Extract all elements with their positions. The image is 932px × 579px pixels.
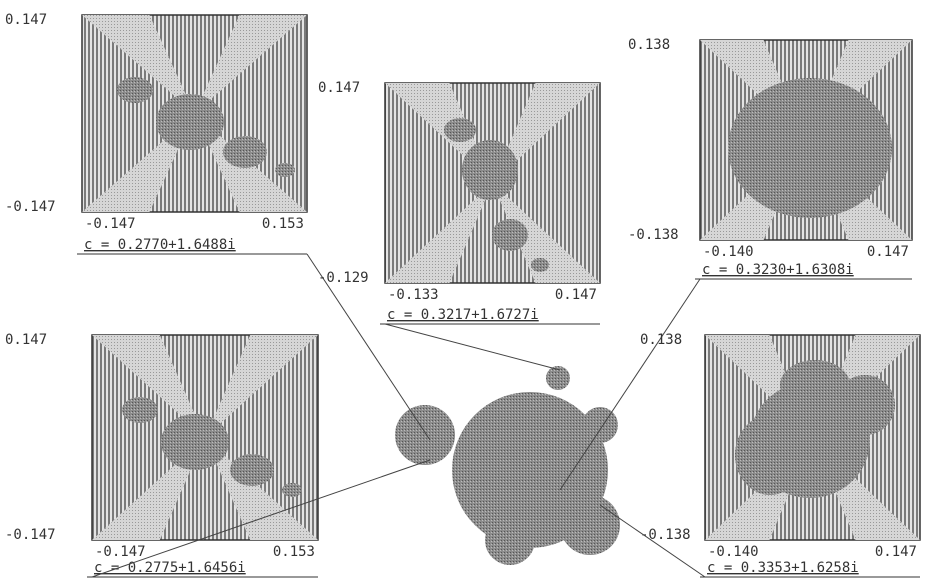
julia-blob (531, 258, 549, 272)
caption: c = 0.2770+1.6488i (84, 237, 236, 253)
julia-blob (275, 163, 295, 177)
caption: c = 0.3217+1.6727i (387, 307, 539, 323)
x-right-label: 0.147 (875, 544, 917, 560)
x-left-label: -0.147 (95, 544, 146, 560)
x-right-label: 0.147 (867, 244, 909, 260)
y-bottom-label: -0.138 (640, 527, 691, 543)
julia-blob (728, 78, 892, 218)
y-bottom-label: -0.129 (318, 270, 369, 286)
y-top-label: 0.147 (5, 12, 47, 28)
julia-blob (282, 483, 302, 497)
julia-blob (780, 360, 850, 410)
julia-blob (117, 77, 153, 103)
y-bottom-label: -0.147 (5, 527, 56, 543)
julia-blob (492, 219, 528, 251)
y-bottom-label: -0.147 (5, 199, 56, 215)
x-left-label: -0.133 (388, 287, 439, 303)
x-right-label: 0.153 (273, 544, 315, 560)
julia-blob (223, 136, 267, 168)
julia-blob (444, 118, 476, 142)
julia-panel: 0.138 -0.138 -0.140 0.147 c = 0.3353+1.6258i (600, 332, 920, 577)
caption: c = 0.3353+1.6258i (707, 560, 859, 576)
x-right-label: 0.147 (555, 287, 597, 303)
x-left-label: -0.140 (708, 544, 759, 560)
caption: c = 0.3230+1.6308i (702, 262, 854, 278)
julia-blob (161, 414, 229, 470)
julia-panel: 0.147 -0.129 -0.133 0.147 c = 0.3217+1.6727i (318, 80, 600, 370)
julia-blob (735, 415, 805, 495)
y-top-label: 0.147 (318, 80, 360, 96)
leader-line (385, 324, 560, 370)
y-bottom-label: -0.138 (628, 227, 679, 243)
y-top-label: 0.147 (5, 332, 47, 348)
leader-line (560, 279, 700, 490)
julia-blob (156, 94, 224, 150)
y-top-label: 0.138 (640, 332, 682, 348)
julia-blob (230, 454, 274, 486)
mandelbrot-set (395, 366, 620, 565)
julia-blob (462, 140, 518, 200)
x-left-label: -0.140 (703, 244, 754, 260)
julia-blob (122, 397, 158, 423)
x-left-label: -0.147 (85, 216, 136, 232)
x-right-label: 0.153 (262, 216, 304, 232)
y-top-label: 0.138 (628, 37, 670, 53)
page: {"panels": [ {"y_top": "0.147", "y_botto… (0, 0, 932, 579)
figure: 0.147 -0.147 -0.147 0.153 c = 0.2770+1.6488i… (0, 0, 932, 579)
